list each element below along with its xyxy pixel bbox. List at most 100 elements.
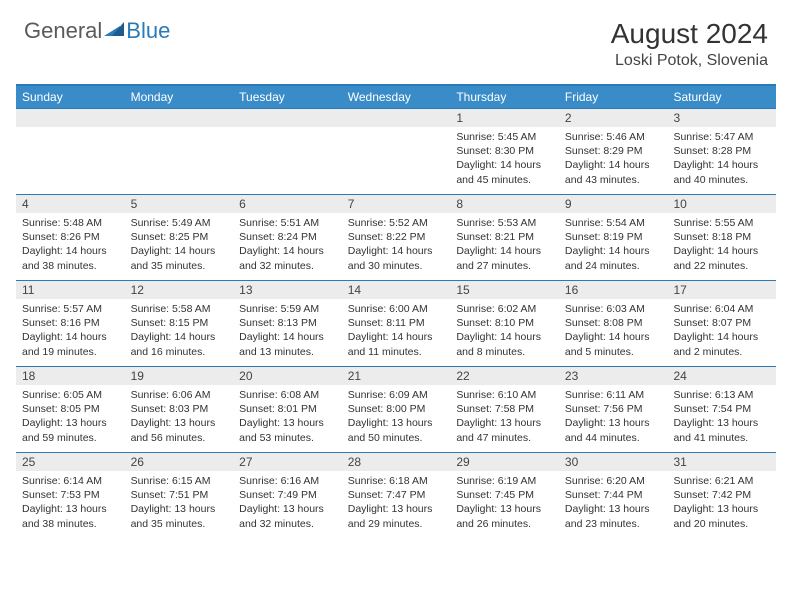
location: Loski Potok, Slovenia — [611, 52, 768, 70]
sunrise-text: Sunrise: 6:08 AM — [239, 388, 336, 402]
day-cell: 9Sunrise: 5:54 AMSunset: 8:19 PMDaylight… — [559, 195, 668, 280]
sunset-text: Sunset: 8:00 PM — [348, 402, 445, 416]
day-details: Sunrise: 6:20 AMSunset: 7:44 PMDaylight:… — [559, 471, 668, 537]
day-cell: 8Sunrise: 5:53 AMSunset: 8:21 PMDaylight… — [450, 195, 559, 280]
week-row: 4Sunrise: 5:48 AMSunset: 8:26 PMDaylight… — [16, 194, 776, 280]
day-cell: 4Sunrise: 5:48 AMSunset: 8:26 PMDaylight… — [16, 195, 125, 280]
day-number: 3 — [667, 109, 776, 127]
day-number: 27 — [233, 453, 342, 471]
sunrise-text: Sunrise: 5:59 AM — [239, 302, 336, 316]
day-number: 5 — [125, 195, 234, 213]
day-details: Sunrise: 6:03 AMSunset: 8:08 PMDaylight:… — [559, 299, 668, 365]
title-block: August 2024 Loski Potok, Slovenia — [611, 18, 768, 70]
day-cell: 3Sunrise: 5:47 AMSunset: 8:28 PMDaylight… — [667, 109, 776, 194]
day-details — [233, 127, 342, 136]
day-details: Sunrise: 6:11 AMSunset: 7:56 PMDaylight:… — [559, 385, 668, 451]
sunset-text: Sunset: 7:56 PM — [565, 402, 662, 416]
day-cell — [233, 109, 342, 194]
day-number: 7 — [342, 195, 451, 213]
day-number: 14 — [342, 281, 451, 299]
sunrise-text: Sunrise: 6:05 AM — [22, 388, 119, 402]
sunset-text: Sunset: 8:13 PM — [239, 316, 336, 330]
day-details: Sunrise: 6:14 AMSunset: 7:53 PMDaylight:… — [16, 471, 125, 537]
day-cell: 24Sunrise: 6:13 AMSunset: 7:54 PMDayligh… — [667, 367, 776, 452]
day-cell: 2 Sunrise: 5:46 AMSunset: 8:29 PMDaylight… — [559, 109, 668, 194]
day-cell — [16, 109, 125, 194]
day-details: Sunrise: 5:57 AMSunset: 8:16 PMDaylight:… — [16, 299, 125, 365]
day-details: Sunrise: 6:06 AMSunset: 8:03 PMDaylight:… — [125, 385, 234, 451]
day-number: 22 — [450, 367, 559, 385]
day-number: 10 — [667, 195, 776, 213]
week-row: 18Sunrise: 6:05 AMSunset: 8:05 PMDayligh… — [16, 366, 776, 452]
day-cell: 22Sunrise: 6:10 AMSunset: 7:58 PMDayligh… — [450, 367, 559, 452]
day-header: Tuesday — [233, 86, 342, 108]
day-number: 16 — [559, 281, 668, 299]
logo-text-blue: Blue — [126, 18, 170, 44]
daylight-text: Daylight: 13 hours and 20 minutes. — [673, 502, 770, 530]
daylight-text: Daylight: 13 hours and 44 minutes. — [565, 416, 662, 444]
day-details: Sunrise: 5:49 AMSunset: 8:25 PMDaylight:… — [125, 213, 234, 279]
day-number: 23 — [559, 367, 668, 385]
day-cell — [125, 109, 234, 194]
daylight-text: Daylight: 14 hours and 16 minutes. — [131, 330, 228, 358]
day-number: 18 — [16, 367, 125, 385]
day-cell: 27Sunrise: 6:16 AMSunset: 7:49 PMDayligh… — [233, 453, 342, 538]
day-number: 25 — [16, 453, 125, 471]
week-row: 25Sunrise: 6:14 AMSunset: 7:53 PMDayligh… — [16, 452, 776, 538]
daylight-text: Daylight: 13 hours and 32 minutes. — [239, 502, 336, 530]
sunrise-text: Sunrise: 6:20 AM — [565, 474, 662, 488]
sunrise-text: Sunrise: 5:52 AM — [348, 216, 445, 230]
day-number: 29 — [450, 453, 559, 471]
daylight-text: Daylight: 14 hours and 40 minutes. — [673, 158, 770, 186]
day-header: Wednesday — [342, 86, 451, 108]
sunrise-text: Sunrise: 5:57 AM — [22, 302, 119, 316]
day-header: Sunday — [16, 86, 125, 108]
daylight-text: Daylight: 13 hours and 35 minutes. — [131, 502, 228, 530]
sunrise-text: Sunrise: 5:55 AM — [673, 216, 770, 230]
day-details: Sunrise: 5:48 AMSunset: 8:26 PMDaylight:… — [16, 213, 125, 279]
sunrise-text: Sunrise: 5:54 AM — [565, 216, 662, 230]
sunrise-text: Sunrise: 5:46 AM — [565, 130, 662, 144]
sunset-text: Sunset: 7:58 PM — [456, 402, 553, 416]
day-cell: 13 Sunrise: 5:59 AMSunset: 8:13 PMDayligh… — [233, 281, 342, 366]
day-header: Thursday — [450, 86, 559, 108]
month-title: August 2024 — [611, 18, 768, 50]
daylight-text: Daylight: 14 hours and 43 minutes. — [565, 158, 662, 186]
sunset-text: Sunset: 8:03 PM — [131, 402, 228, 416]
day-details: Sunrise: 6:02 AMSunset: 8:10 PMDaylight:… — [450, 299, 559, 365]
day-number: 12 — [125, 281, 234, 299]
day-header: Saturday — [667, 86, 776, 108]
sunset-text: Sunset: 8:11 PM — [348, 316, 445, 330]
day-details: Sunrise: 5:47 AMSunset: 8:28 PMDaylight:… — [667, 127, 776, 193]
day-number: 21 — [342, 367, 451, 385]
sunset-text: Sunset: 7:54 PM — [673, 402, 770, 416]
sunset-text: Sunset: 8:16 PM — [22, 316, 119, 330]
sunrise-text: Sunrise: 6:04 AM — [673, 302, 770, 316]
sunrise-text: Sunrise: 6:06 AM — [131, 388, 228, 402]
sunrise-text: Sunrise: 6:21 AM — [673, 474, 770, 488]
day-details: Sunrise: 5:52 AMSunset: 8:22 PMDaylight:… — [342, 213, 451, 279]
day-cell: 23Sunrise: 6:11 AMSunset: 7:56 PMDayligh… — [559, 367, 668, 452]
daylight-text: Daylight: 14 hours and 2 minutes. — [673, 330, 770, 358]
sunrise-text: Sunrise: 6:03 AM — [565, 302, 662, 316]
day-details: Sunrise: 6:13 AMSunset: 7:54 PMDaylight:… — [667, 385, 776, 451]
logo-text-general: General — [24, 18, 102, 44]
sunset-text: Sunset: 7:42 PM — [673, 488, 770, 502]
sunrise-text: Sunrise: 6:11 AM — [565, 388, 662, 402]
day-details: Sunrise: 5:53 AMSunset: 8:21 PMDaylight:… — [450, 213, 559, 279]
day-header: Friday — [559, 86, 668, 108]
day-cell: 1Sunrise: 5:45 AMSunset: 8:30 PMDaylight… — [450, 109, 559, 194]
day-number: 11 — [16, 281, 125, 299]
sunset-text: Sunset: 8:29 PM — [565, 144, 662, 158]
day-cell: 16Sunrise: 6:03 AMSunset: 8:08 PMDayligh… — [559, 281, 668, 366]
sunrise-text: Sunrise: 6:09 AM — [348, 388, 445, 402]
daylight-text: Daylight: 14 hours and 13 minutes. — [239, 330, 336, 358]
day-number — [125, 109, 234, 127]
day-cell: 25Sunrise: 6:14 AMSunset: 7:53 PMDayligh… — [16, 453, 125, 538]
day-number: 13 — [233, 281, 342, 299]
day-number: 2 — [559, 109, 668, 127]
day-header-row: Sunday Monday Tuesday Wednesday Thursday… — [16, 86, 776, 108]
day-details: Sunrise: 6:19 AMSunset: 7:45 PMDaylight:… — [450, 471, 559, 537]
day-number: 1 — [450, 109, 559, 127]
sunrise-text: Sunrise: 5:58 AM — [131, 302, 228, 316]
